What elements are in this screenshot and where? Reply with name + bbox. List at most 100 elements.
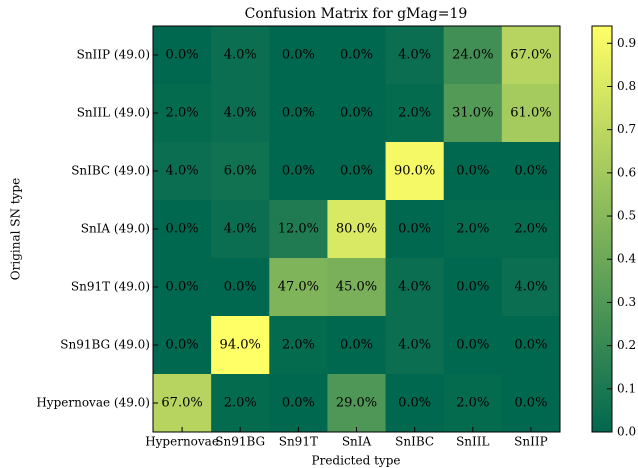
- cell: [153, 26, 212, 85]
- cell: [385, 26, 445, 85]
- cell: [501, 374, 561, 433]
- cell: [211, 26, 270, 85]
- cell-label: 2.0%: [224, 396, 257, 411]
- y-tick-label: Hypernovae (49.0): [36, 396, 150, 410]
- cell: [153, 258, 212, 317]
- cell-label: 94.0%: [220, 338, 261, 353]
- cell: [501, 200, 561, 259]
- cell-label: 67.0%: [510, 48, 551, 63]
- cell: [443, 26, 503, 85]
- cell-label: 45.0%: [336, 280, 377, 295]
- cell: [501, 142, 561, 201]
- cell-label: 0.0%: [456, 164, 489, 179]
- cell: [443, 84, 503, 143]
- cell: [327, 258, 387, 317]
- cell-label: 0.0%: [340, 48, 373, 63]
- cell-label: 31.0%: [452, 106, 493, 121]
- cell-label: 2.0%: [514, 222, 547, 237]
- cell-label: 0.0%: [282, 396, 315, 411]
- cell-label: 0.0%: [398, 396, 431, 411]
- cell: [385, 316, 445, 375]
- cell-label: 80.0%: [336, 222, 377, 237]
- cell-label: 0.0%: [398, 222, 431, 237]
- cell: [211, 200, 270, 259]
- cell-label: 2.0%: [398, 106, 431, 121]
- cell-label: 47.0%: [278, 280, 319, 295]
- colorbar-tick-label: 0.6: [617, 165, 636, 179]
- cell: [501, 26, 561, 85]
- cell: [385, 200, 445, 259]
- cell-label: 2.0%: [456, 222, 489, 237]
- y-tick-label: SnIIL (49.0): [77, 106, 150, 120]
- cell: [269, 316, 328, 375]
- cell: [501, 316, 561, 375]
- cell: [327, 142, 387, 201]
- x-tick-label: Sn91BG: [215, 435, 265, 449]
- cell: [211, 142, 270, 201]
- cell: [211, 316, 270, 375]
- colorbar-tick-label: 0.9: [617, 36, 636, 50]
- cell-label: 0.0%: [514, 396, 547, 411]
- cell-label: 12.0%: [278, 222, 319, 237]
- x-tick-label: SnIBC: [395, 435, 434, 449]
- cell-label: 2.0%: [282, 338, 315, 353]
- cell: [269, 142, 328, 201]
- cell-label: 0.0%: [282, 48, 315, 63]
- y-tick-label: SnIBC (49.0): [71, 164, 150, 178]
- cell-label: 0.0%: [224, 280, 257, 295]
- cell: [153, 142, 212, 201]
- cell: [269, 374, 328, 433]
- cell: [385, 258, 445, 317]
- cell-label: 29.0%: [336, 396, 377, 411]
- cell-label: 2.0%: [456, 396, 489, 411]
- cell: [327, 374, 387, 433]
- x-tick-label: SnIIP: [514, 435, 548, 449]
- cell-label: 4.0%: [514, 280, 547, 295]
- cell: [443, 374, 503, 433]
- cell-label: 0.0%: [456, 280, 489, 295]
- chart-title: Confusion Matrix for gMag=19: [245, 6, 468, 22]
- cell: [385, 374, 445, 433]
- y-tick-label: SnIIP (49.0): [77, 48, 150, 62]
- cell: [443, 200, 503, 259]
- cell: [153, 374, 212, 433]
- y-tick-label: Sn91T (49.0): [71, 280, 150, 294]
- cell-label: 4.0%: [224, 48, 257, 63]
- cell-label: 0.0%: [166, 222, 199, 237]
- cell: [211, 374, 270, 433]
- y-tick-label: Sn91BG (49.0): [60, 338, 150, 352]
- cell: [385, 142, 445, 201]
- y-axis-label: Original SN type: [9, 178, 23, 280]
- cell-label: 0.0%: [166, 48, 199, 63]
- colorbar-tick-label: 0.0: [617, 425, 636, 439]
- cell-label: 4.0%: [166, 164, 199, 179]
- cell-label: 4.0%: [398, 338, 431, 353]
- cell: [211, 84, 270, 143]
- cell-label: 2.0%: [166, 106, 199, 121]
- cell-label: 4.0%: [224, 222, 257, 237]
- colorbar-tick-label: 0.8: [617, 79, 636, 93]
- cell-label: 0.0%: [340, 338, 373, 353]
- cell-label: 4.0%: [398, 48, 431, 63]
- cell: [153, 84, 212, 143]
- y-tick-label: SnIA (49.0): [81, 222, 150, 236]
- cell: [211, 258, 270, 317]
- cell: [327, 26, 387, 85]
- x-tick-label: SnIIL: [456, 435, 489, 449]
- cell: [269, 84, 328, 143]
- colorbar: [591, 25, 613, 433]
- cell: [153, 316, 212, 375]
- cell-label: 4.0%: [398, 280, 431, 295]
- colorbar-tick-label: 0.2: [617, 338, 636, 352]
- cell: [153, 200, 212, 259]
- cell-label: 24.0%: [452, 48, 493, 63]
- cell: [269, 258, 328, 317]
- colorbar-tick-label: 0.7: [617, 122, 636, 136]
- cell-label: 0.0%: [282, 164, 315, 179]
- x-tick-label: SnIA: [342, 435, 372, 449]
- cell: [327, 84, 387, 143]
- cell: [327, 200, 387, 259]
- cell-label: 0.0%: [456, 338, 489, 353]
- cell-label: 0.0%: [340, 106, 373, 121]
